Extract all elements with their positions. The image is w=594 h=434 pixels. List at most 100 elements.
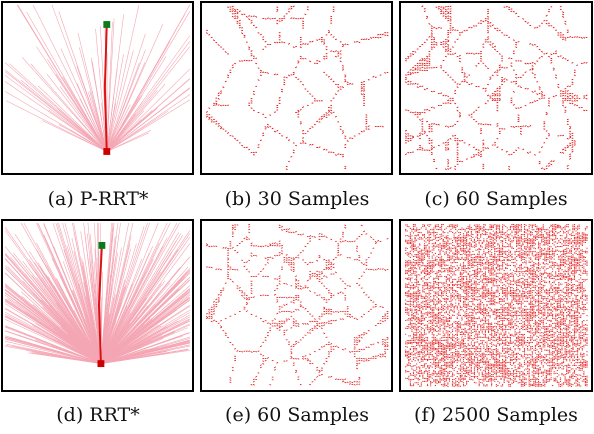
cell-boundary xyxy=(447,50,450,52)
cell-boundary xyxy=(503,269,505,272)
tree-edge xyxy=(56,339,102,364)
cell-boundary xyxy=(318,255,321,257)
cell-boundary xyxy=(566,95,569,98)
cell-boundary xyxy=(566,85,569,88)
cell-boundary xyxy=(406,260,409,262)
cell-boundary xyxy=(524,20,527,23)
cell-boundary xyxy=(543,97,546,99)
cell-boundary xyxy=(407,109,410,112)
cell-boundary xyxy=(407,57,410,59)
cell-boundary xyxy=(428,149,431,152)
cell-boundary xyxy=(243,297,246,299)
cell-boundary xyxy=(486,12,490,15)
cell-boundary xyxy=(442,40,445,43)
cell-boundary xyxy=(448,266,451,269)
tree-edge xyxy=(7,298,102,364)
cell-boundary xyxy=(487,235,490,237)
cell-boundary xyxy=(304,323,307,325)
cell-boundary xyxy=(269,323,272,325)
cell-boundary xyxy=(341,44,344,46)
cell-boundary xyxy=(384,269,387,271)
tree-edge xyxy=(100,222,180,364)
cell-boundary xyxy=(285,303,288,305)
cell-boundary xyxy=(489,250,491,252)
cell-boundary xyxy=(581,240,584,242)
cell-boundary xyxy=(475,274,477,276)
cell-boundary xyxy=(437,7,440,10)
cell-boundary xyxy=(515,149,518,152)
tree-edge xyxy=(106,78,191,152)
cell-boundary xyxy=(468,26,471,29)
cell-boundary xyxy=(423,67,426,69)
cell-boundary xyxy=(461,266,463,268)
cell-boundary xyxy=(584,252,587,254)
cell-boundary xyxy=(449,102,452,105)
cell-boundary xyxy=(512,262,515,264)
cell-boundary xyxy=(478,230,480,232)
cell-boundary xyxy=(564,266,566,268)
tree-edge xyxy=(57,332,102,364)
cell-boundary xyxy=(524,71,527,73)
cell-boundary xyxy=(323,324,326,327)
cell-boundary xyxy=(236,269,239,271)
cell-boundary xyxy=(558,250,560,252)
cell-boundary xyxy=(583,255,585,258)
cell-boundary xyxy=(497,253,499,255)
cell-boundary xyxy=(443,240,446,243)
cell-boundary xyxy=(384,341,387,344)
cell-boundary xyxy=(428,123,431,126)
cell-boundary xyxy=(566,164,569,167)
cell-boundary xyxy=(484,87,487,90)
cell-boundary xyxy=(259,364,262,366)
cell-boundary xyxy=(290,263,293,266)
cell-boundary xyxy=(479,265,482,267)
cell-boundary xyxy=(299,285,302,287)
cell-boundary xyxy=(470,235,473,237)
cell-boundary xyxy=(554,262,557,264)
cell-boundary xyxy=(437,269,440,272)
cell-boundary xyxy=(278,36,281,38)
cell-boundary xyxy=(498,64,501,66)
cell-boundary xyxy=(213,301,215,303)
cell-boundary xyxy=(344,167,347,170)
cell-boundary xyxy=(475,243,477,245)
cell-boundary xyxy=(491,97,494,100)
cell-boundary xyxy=(561,269,563,271)
cell-boundary xyxy=(473,241,476,244)
cell-boundary xyxy=(467,266,469,269)
cell-boundary xyxy=(467,231,469,234)
cell-boundary xyxy=(241,32,244,35)
tree-edge xyxy=(5,345,101,364)
cell-boundary xyxy=(229,379,232,381)
cell-boundary xyxy=(579,261,582,263)
cell-boundary xyxy=(444,42,447,45)
cell-boundary xyxy=(421,118,424,120)
cell-boundary xyxy=(311,272,314,275)
tree-edge xyxy=(79,47,108,152)
tree-edge xyxy=(30,63,108,152)
cell-boundary xyxy=(440,259,443,262)
cell-boundary xyxy=(362,93,366,96)
cell-boundary xyxy=(245,236,248,239)
cell-boundary xyxy=(523,223,526,226)
tree-edge xyxy=(100,314,190,364)
cell-boundary xyxy=(428,262,430,264)
cell-boundary xyxy=(433,233,435,235)
cell-boundary xyxy=(320,117,323,120)
cell-boundary xyxy=(490,252,493,254)
cell-boundary xyxy=(585,62,588,64)
cell-boundary xyxy=(231,246,234,249)
cell-boundary xyxy=(483,223,485,226)
cell-boundary xyxy=(479,227,482,230)
cell-boundary xyxy=(542,244,545,246)
start-marker xyxy=(103,148,111,155)
cell-boundary xyxy=(208,308,211,311)
cell-boundary xyxy=(220,325,223,328)
cell-boundary xyxy=(480,153,482,156)
cell-boundary xyxy=(311,126,314,128)
cell-boundary xyxy=(323,115,326,118)
tree-edge xyxy=(100,305,149,364)
cell-boundary xyxy=(456,253,459,255)
cell-boundary xyxy=(454,102,457,105)
cell-boundary xyxy=(330,262,333,264)
